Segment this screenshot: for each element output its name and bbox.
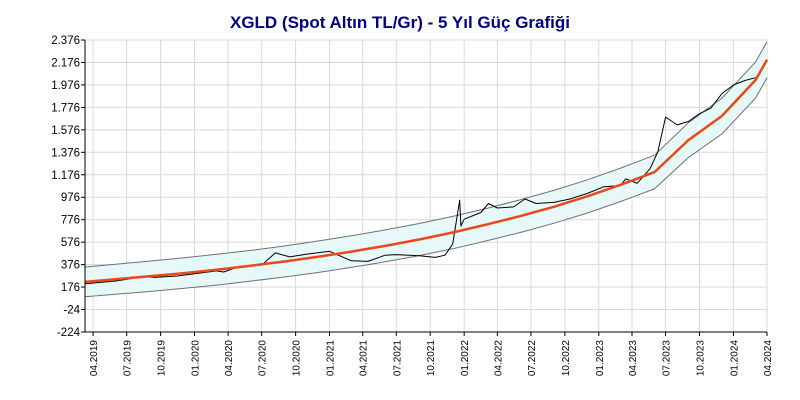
x-tick-label: 04.2023	[628, 340, 639, 377]
y-axis-ticks: -224 -24 176 376 576 776 976 1.176 1.376 1.576 1.7…	[51, 35, 85, 339]
x-tick-label: 10.2019	[157, 340, 168, 377]
x-tick-label: 04.2021	[359, 340, 370, 377]
x-tick-label: 07.2022	[527, 340, 538, 377]
channel-band-fill	[85, 41, 767, 297]
x-tick-label: 07.2021	[392, 340, 403, 377]
x-tick-label: 01.2023	[595, 340, 606, 377]
x-tick-label: 10.2023	[696, 340, 707, 377]
lower-band-line	[84, 77, 768, 298]
chart-title: XGLD (Spot Altın TL/Gr) - 5 Yıl Güç Graf…	[230, 13, 570, 32]
x-tick-label: 07.2019	[123, 340, 134, 377]
trend-line	[84, 59, 769, 284]
x-tick-label: 01.2022	[460, 340, 471, 377]
y-tick-label: 1.176	[51, 170, 80, 182]
x-tick-label: 07.2023	[662, 340, 673, 377]
y-tick-label: 576	[61, 237, 80, 249]
y-tick-label: 1.776	[51, 102, 80, 114]
x-tick-label: 10.2020	[292, 340, 303, 377]
x-tick-label: 04.2020	[224, 340, 235, 377]
y-tick-label: 2.376	[51, 35, 80, 47]
y-tick-label: 1.376	[51, 147, 80, 159]
x-tick-label: 04.2019	[89, 340, 100, 377]
channel-band	[85, 41, 767, 297]
upper-band-line	[84, 41, 768, 268]
y-tick-label: 2.176	[51, 57, 80, 69]
y-tick-label: 976	[61, 192, 80, 204]
x-tick-label: 01.2020	[191, 340, 202, 377]
y-tick-label: 776	[61, 215, 80, 227]
axes	[84, 40, 767, 333]
x-axis-ticks: 04.2019 07.2019 10.2019 01.2020 04.2020 07.20…	[89, 332, 774, 376]
y-tick-label: -24	[63, 305, 80, 317]
y-tick-label: 376	[61, 260, 80, 272]
x-tick-label: 07.2020	[258, 340, 269, 377]
x-tick-label: 04.2024	[763, 340, 774, 377]
y-tick-label: 1.576	[51, 125, 80, 137]
x-tick-label: 01.2024	[729, 340, 740, 377]
series-lines	[84, 41, 769, 298]
y-tick-label: 176	[61, 282, 80, 294]
y-tick-label: 1.976	[51, 80, 80, 92]
x-tick-label: 04.2022	[493, 340, 504, 377]
y-tick-label: -224	[57, 327, 81, 339]
grid-lines	[85, 39, 768, 333]
x-tick-label: 10.2021	[426, 340, 437, 377]
x-tick-label: 01.2021	[326, 340, 337, 377]
x-tick-label: 10.2022	[561, 340, 572, 377]
